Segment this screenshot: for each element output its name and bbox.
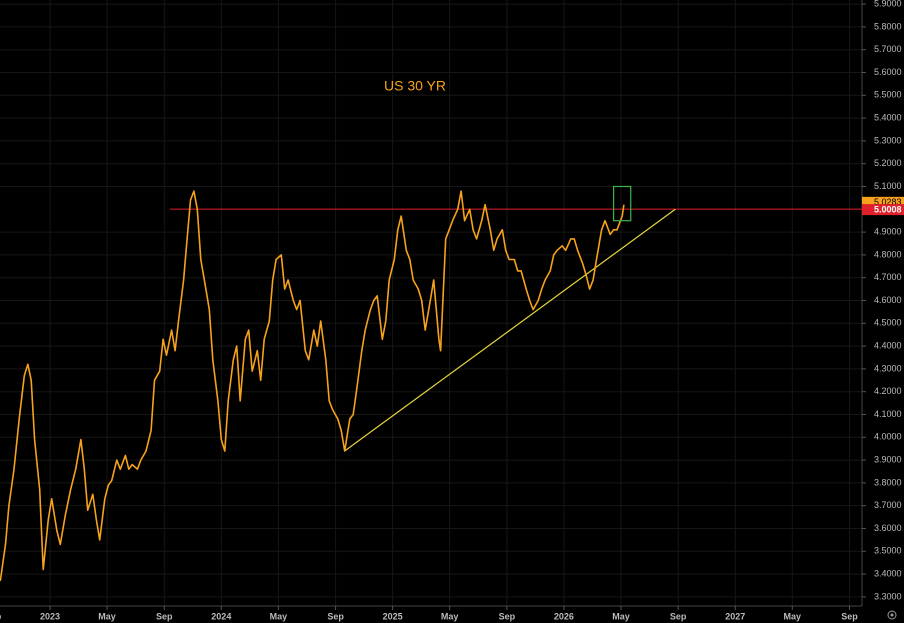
y-tick-label: 4.6000 [874, 295, 902, 305]
y-tick-label: 5.6000 [874, 67, 902, 77]
y-tick-label: 5.3000 [874, 135, 902, 145]
y-tick-label: 4.9000 [874, 226, 902, 236]
y-tick-label: 3.3000 [874, 591, 902, 601]
x-tick-label: 2025 [383, 611, 403, 621]
y-tick-label: 4.1000 [874, 409, 902, 419]
x-tick-label: Sep [327, 611, 344, 621]
x-tick-label: 2024 [211, 611, 231, 621]
x-tick-label: Sep [670, 611, 687, 621]
price-line [0, 190, 625, 582]
y-tick-label: 3.4000 [874, 568, 902, 578]
x-tick-label: May [612, 611, 630, 621]
y-tick-label: 5.7000 [874, 44, 902, 54]
x-tick-label: Sep [0, 611, 2, 621]
x-tick-label: Sep [499, 611, 516, 621]
x-tick-label: May [784, 611, 802, 621]
y-tick-label: 4.8000 [874, 249, 902, 259]
x-tick-label: Sep [156, 611, 173, 621]
x-tick-label: May [270, 611, 288, 621]
y-tick-label: 3.9000 [874, 454, 902, 464]
level-label: 5.0008 [874, 204, 902, 214]
x-tick-label: 2027 [725, 611, 745, 621]
chart-title: US 30 YR [384, 78, 446, 94]
x-tick-label: 2023 [40, 611, 60, 621]
trendline [344, 208, 676, 452]
y-tick-label: 4.3000 [874, 363, 902, 373]
y-tick-label: 4.7000 [874, 272, 902, 282]
y-tick-label: 5.2000 [874, 158, 902, 168]
y-tick-label: 5.4000 [874, 112, 902, 122]
y-tick-label: 3.7000 [874, 500, 902, 510]
highlight-box [613, 185, 632, 222]
x-tick-label: May [98, 611, 116, 621]
y-tick-label: 3.8000 [874, 477, 902, 487]
settings-icon[interactable] [887, 610, 897, 620]
y-tick-label: 4.2000 [874, 386, 902, 396]
y-tick-label: 3.6000 [874, 523, 902, 533]
last-value-label: 5.0283 [874, 197, 902, 207]
level-tag [862, 204, 904, 216]
x-tick-label: 2026 [554, 611, 574, 621]
last-value-tag [862, 196, 904, 208]
x-tick-label: Sep [841, 611, 858, 621]
settings-icon-dot[interactable] [890, 613, 894, 617]
y-tick-label: 5.9000 [874, 0, 902, 8]
y-tick-label: 3.5000 [874, 546, 902, 556]
y-tick-label: 5.5000 [874, 90, 902, 100]
y-tick-label: 5.1000 [874, 181, 902, 191]
y-tick-label: 4.5000 [874, 318, 902, 328]
y-tick-label: 5.8000 [874, 21, 902, 31]
y-tick-label: 4.4000 [874, 340, 902, 350]
y-tick-label: 4.0000 [874, 432, 902, 442]
x-tick-label: May [441, 611, 459, 621]
